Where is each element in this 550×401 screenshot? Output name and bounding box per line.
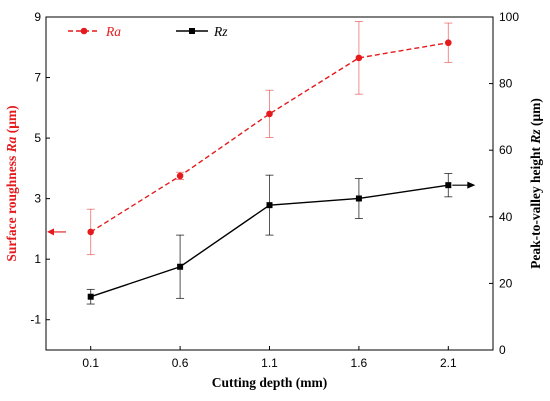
y-left-title-prefix: Surface roughness xyxy=(4,152,19,261)
data-point-rz xyxy=(355,195,362,202)
series-layer xyxy=(47,21,476,305)
legend: Ra Rz xyxy=(68,24,228,39)
legend-marker-rz xyxy=(189,28,195,34)
y-left-tick-label: -1 xyxy=(30,313,41,327)
y-right-tick-label: 80 xyxy=(499,77,513,91)
y-right-tick-label: 20 xyxy=(499,276,513,290)
y-axis-left: -1 1 3 5 7 9 xyxy=(30,10,50,327)
plot-frame xyxy=(45,16,494,351)
x-axis-title: Cutting depth (mm) xyxy=(212,375,328,390)
y-axis-left-title: Surface roughness Ra (μm) xyxy=(4,105,19,261)
y-left-tick-label: 3 xyxy=(34,192,41,206)
x-tick-label: 1.6 xyxy=(351,356,368,370)
x-tick-label: 0.6 xyxy=(172,356,189,370)
y-axis-right: 0 20 40 60 80 100 xyxy=(489,10,519,357)
series-rz xyxy=(86,173,476,305)
data-point-ra xyxy=(176,172,184,180)
data-point-rz xyxy=(87,293,94,300)
y-left-tick-label: 1 xyxy=(34,252,41,266)
data-point-rz xyxy=(177,263,184,270)
legend-label-ra: Ra xyxy=(105,24,121,39)
y-right-tick-label: 60 xyxy=(499,143,513,157)
y-right-title-prefix: Peak-to-valley height xyxy=(528,144,543,269)
y-left-tick-label: 7 xyxy=(34,71,41,85)
y-left-tick-label: 5 xyxy=(34,131,41,145)
legend-label-rz: Rz xyxy=(213,24,228,39)
y-right-tick-label: 100 xyxy=(499,10,519,24)
y-right-tick-label: 0 xyxy=(499,343,506,357)
y-left-title-suffix: (μm) xyxy=(4,105,19,136)
y-right-tick-label: 40 xyxy=(499,210,513,224)
axis-indicator-arrowhead-left xyxy=(47,228,54,236)
data-point-rz xyxy=(445,182,452,189)
x-tick-label: 2.1 xyxy=(440,356,457,370)
y-left-tick-label: 9 xyxy=(34,10,41,24)
x-axis: 0.1 0.6 1.1 1.6 2.1 xyxy=(82,346,457,370)
axis-indicator-arrowhead-right xyxy=(467,181,476,189)
y-right-title-suffix: (μm) xyxy=(528,98,543,129)
y-right-title-var: Rz xyxy=(528,129,543,145)
y-left-title-var: Ra xyxy=(4,136,19,153)
series-ra xyxy=(47,21,453,256)
data-point-ra xyxy=(445,39,452,47)
data-point-ra xyxy=(266,110,273,118)
data-point-ra xyxy=(87,228,94,236)
data-point-ra xyxy=(355,54,363,62)
x-tick-label: 1.1 xyxy=(261,356,278,370)
legend-marker-ra xyxy=(80,27,88,35)
x-tick-label: 0.1 xyxy=(82,356,99,370)
data-point-rz xyxy=(266,202,273,209)
y-axis-right-title: Peak-to-valley height Rz (μm) xyxy=(528,98,543,269)
